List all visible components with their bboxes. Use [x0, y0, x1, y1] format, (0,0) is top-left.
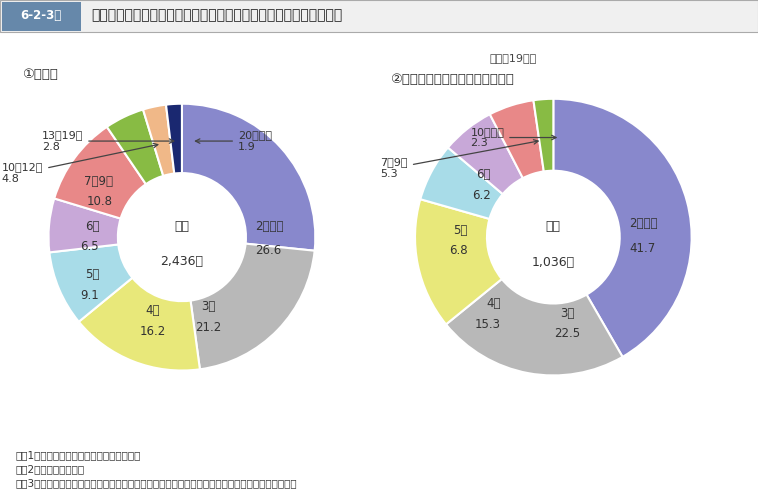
- Text: 10～12回
4.8: 10～12回 4.8: [2, 143, 158, 184]
- Text: 6.5: 6.5: [80, 240, 99, 253]
- Wedge shape: [182, 104, 315, 251]
- Text: 6.8: 6.8: [449, 245, 468, 257]
- Text: 総数: 総数: [546, 219, 561, 233]
- Text: 15.3: 15.3: [475, 318, 501, 331]
- Wedge shape: [49, 245, 133, 322]
- Text: 7～9回
5.3: 7～9回 5.3: [381, 140, 538, 179]
- Wedge shape: [143, 105, 174, 176]
- Text: 3　同一被告人につき複数の起訴があっても，弁論が併合されている限り１人として計上した。: 3 同一被告人につき複数の起訴があっても，弁論が併合されている限り１人として計上…: [15, 478, 296, 488]
- Text: 41.7: 41.7: [629, 242, 656, 255]
- Text: 3回: 3回: [560, 307, 575, 320]
- Text: 1,036人: 1,036人: [532, 255, 575, 269]
- Text: 5回: 5回: [85, 268, 99, 281]
- Text: 6回: 6回: [477, 168, 491, 181]
- Text: 13～19回
2.8: 13～19回 2.8: [42, 130, 174, 152]
- Text: ①　全体: ① 全体: [22, 69, 58, 82]
- Wedge shape: [448, 114, 523, 194]
- Text: 16.2: 16.2: [139, 326, 166, 338]
- Text: 10.8: 10.8: [86, 195, 112, 207]
- Text: 26.6: 26.6: [255, 244, 281, 257]
- Text: 2回以下: 2回以下: [629, 217, 658, 230]
- Bar: [2, 1, 81, 31]
- Text: 4回: 4回: [146, 304, 160, 317]
- Text: ②　公判前整理手続に付された者: ② 公判前整理手続に付された者: [390, 74, 514, 86]
- Wedge shape: [79, 278, 200, 370]
- Text: 総数: 総数: [174, 220, 190, 233]
- Wedge shape: [415, 199, 502, 325]
- Text: 7～9回: 7～9回: [83, 174, 112, 188]
- Text: 10回以上
2.3: 10回以上 2.3: [471, 127, 556, 148]
- Wedge shape: [107, 110, 163, 184]
- Wedge shape: [421, 148, 503, 219]
- Text: 21.2: 21.2: [196, 321, 222, 334]
- Text: 2　移送等を含む。: 2 移送等を含む。: [15, 464, 84, 474]
- Wedge shape: [49, 199, 121, 252]
- Wedge shape: [190, 244, 315, 370]
- Text: （平成19年）: （平成19年）: [490, 53, 537, 63]
- Wedge shape: [534, 99, 553, 171]
- Text: 5回: 5回: [453, 224, 468, 237]
- Text: 裁判員裁判対象事件の第一審終局総人員における開廷回数別構成比: 裁判員裁判対象事件の第一審終局総人員における開廷回数別構成比: [91, 8, 342, 22]
- Text: 6回: 6回: [85, 220, 99, 233]
- Text: 6-2-3図: 6-2-3図: [20, 9, 61, 22]
- Wedge shape: [446, 279, 622, 375]
- Text: 4回: 4回: [487, 297, 501, 310]
- Text: 2,436人: 2,436人: [161, 254, 203, 268]
- Text: 20回以上
1.9: 20回以上 1.9: [196, 130, 272, 152]
- Wedge shape: [166, 104, 182, 173]
- Text: 9.1: 9.1: [80, 289, 99, 302]
- Wedge shape: [490, 100, 543, 178]
- Text: 22.5: 22.5: [554, 328, 580, 340]
- Wedge shape: [553, 99, 691, 357]
- Text: 3回: 3回: [202, 300, 216, 313]
- Text: 2回以下: 2回以下: [255, 220, 283, 233]
- Wedge shape: [55, 127, 146, 218]
- Text: 6.2: 6.2: [472, 189, 491, 202]
- Text: 注　1　最高裁判所事務総局の資料による。: 注 1 最高裁判所事務総局の資料による。: [15, 450, 140, 460]
